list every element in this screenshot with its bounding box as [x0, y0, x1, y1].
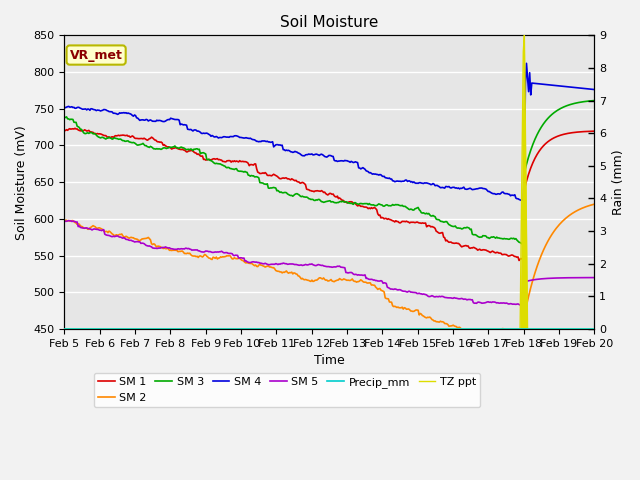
- Precip_mm: [316, 326, 323, 332]
- SM 3: [579, 99, 587, 105]
- SM 3: [61, 115, 68, 120]
- Precip_mm: [61, 326, 68, 332]
- TZ ppt: [312, 326, 320, 332]
- Precip_mm: [591, 326, 598, 332]
- Precip_mm: [578, 326, 586, 332]
- SM 2: [591, 201, 598, 207]
- SM 2: [312, 277, 320, 283]
- Y-axis label: Soil Moisture (mV): Soil Moisture (mV): [15, 125, 28, 240]
- Precip_mm: [312, 326, 320, 332]
- SM 5: [591, 275, 598, 280]
- Legend: SM 1, SM 2, SM 3, SM 4, SM 5, Precip_mm, TZ ppt: SM 1, SM 2, SM 3, SM 4, SM 5, Precip_mm,…: [93, 372, 481, 407]
- SM 3: [312, 197, 320, 203]
- SM 5: [348, 270, 356, 276]
- TZ ppt: [579, 326, 587, 332]
- SM 4: [591, 87, 598, 93]
- SM 3: [348, 200, 355, 206]
- SM 2: [376, 286, 384, 291]
- SM 2: [496, 328, 504, 334]
- Text: VR_met: VR_met: [70, 48, 123, 61]
- SM 4: [517, 197, 525, 203]
- Line: SM 3: SM 3: [65, 100, 595, 244]
- SM 1: [317, 189, 324, 194]
- SM 4: [316, 153, 323, 158]
- SM 5: [580, 275, 588, 280]
- TZ ppt: [495, 326, 502, 332]
- Line: SM 4: SM 4: [65, 63, 595, 200]
- SM 5: [65, 218, 72, 224]
- SM 1: [591, 128, 598, 134]
- SM 4: [61, 104, 68, 110]
- SM 5: [317, 262, 324, 268]
- Line: SM 5: SM 5: [65, 221, 595, 306]
- SM 1: [348, 199, 356, 205]
- SM 5: [520, 303, 527, 309]
- SM 4: [312, 151, 320, 157]
- SM 4: [523, 60, 531, 66]
- SM 3: [591, 97, 598, 103]
- SM 1: [314, 188, 321, 193]
- TZ ppt: [376, 326, 384, 332]
- SM 1: [515, 258, 523, 264]
- SM 1: [496, 250, 504, 256]
- SM 1: [377, 215, 385, 221]
- SM 1: [580, 129, 588, 134]
- SM 5: [314, 262, 321, 268]
- SM 4: [495, 191, 502, 197]
- Precip_mm: [495, 326, 502, 332]
- SM 1: [71, 125, 79, 131]
- SM 4: [348, 158, 355, 164]
- SM 2: [316, 275, 323, 281]
- SM 2: [579, 205, 587, 211]
- SM 1: [61, 128, 68, 133]
- Line: SM 1: SM 1: [65, 128, 595, 261]
- TZ ppt: [348, 326, 355, 332]
- Line: TZ ppt: TZ ppt: [65, 36, 595, 329]
- TZ ppt: [520, 33, 528, 38]
- SM 4: [580, 85, 588, 91]
- SM 3: [376, 202, 384, 207]
- Precip_mm: [348, 326, 355, 332]
- SM 4: [376, 172, 384, 178]
- Y-axis label: Rain (mm): Rain (mm): [612, 149, 625, 215]
- Title: Soil Moisture: Soil Moisture: [280, 15, 379, 30]
- TZ ppt: [591, 326, 598, 332]
- SM 5: [377, 278, 385, 284]
- SM 5: [496, 300, 504, 306]
- SM 2: [348, 277, 355, 283]
- SM 3: [316, 197, 323, 203]
- SM 3: [495, 235, 502, 241]
- SM 2: [483, 331, 491, 336]
- TZ ppt: [61, 326, 68, 332]
- Line: SM 2: SM 2: [65, 204, 595, 334]
- SM 2: [61, 217, 68, 223]
- SM 3: [518, 241, 526, 247]
- X-axis label: Time: Time: [314, 354, 345, 367]
- TZ ppt: [316, 326, 323, 332]
- Precip_mm: [376, 326, 384, 332]
- SM 5: [61, 218, 68, 224]
